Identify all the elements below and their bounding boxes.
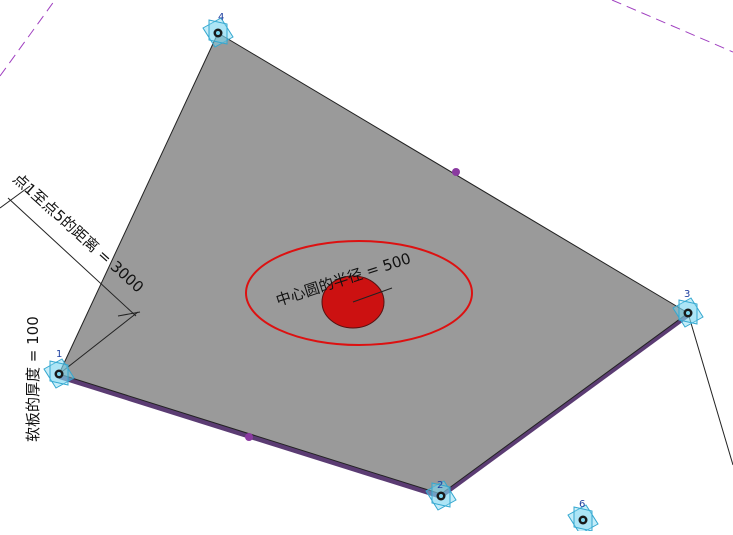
distance-dimension-line [7, 197, 137, 317]
grip-point-3[interactable]: 3 [672, 289, 704, 328]
center-region-ellipse[interactable] [245, 240, 473, 346]
grip-point-6[interactable]: 6 [567, 499, 599, 535]
radius-dimension-line [352, 287, 393, 303]
distance-tick [117, 311, 141, 317]
point-label-6: 6 [579, 499, 585, 510]
distance-extension-line [58, 311, 139, 375]
dashed-guide-top-left [0, 0, 56, 77]
grip-point-2[interactable]: 2 [425, 480, 457, 511]
point-label-3: 3 [684, 289, 690, 300]
distance-extension-line [0, 185, 31, 209]
thickness-label[interactable]: 软板的厚度 = 100 [24, 316, 42, 442]
grip-point-1[interactable]: 1 [43, 349, 75, 389]
reference-line [687, 312, 733, 466]
dashed-guide-top-right [611, 0, 733, 53]
point-label-4: 4 [218, 12, 224, 23]
slab-side-face-right [441, 313, 688, 499]
grip-point-4[interactable]: 4 [202, 12, 234, 48]
edge-marker [452, 168, 460, 176]
point-label-2: 2 [437, 480, 443, 491]
point-label-1: 1 [56, 349, 62, 360]
edge-marker [245, 433, 253, 441]
